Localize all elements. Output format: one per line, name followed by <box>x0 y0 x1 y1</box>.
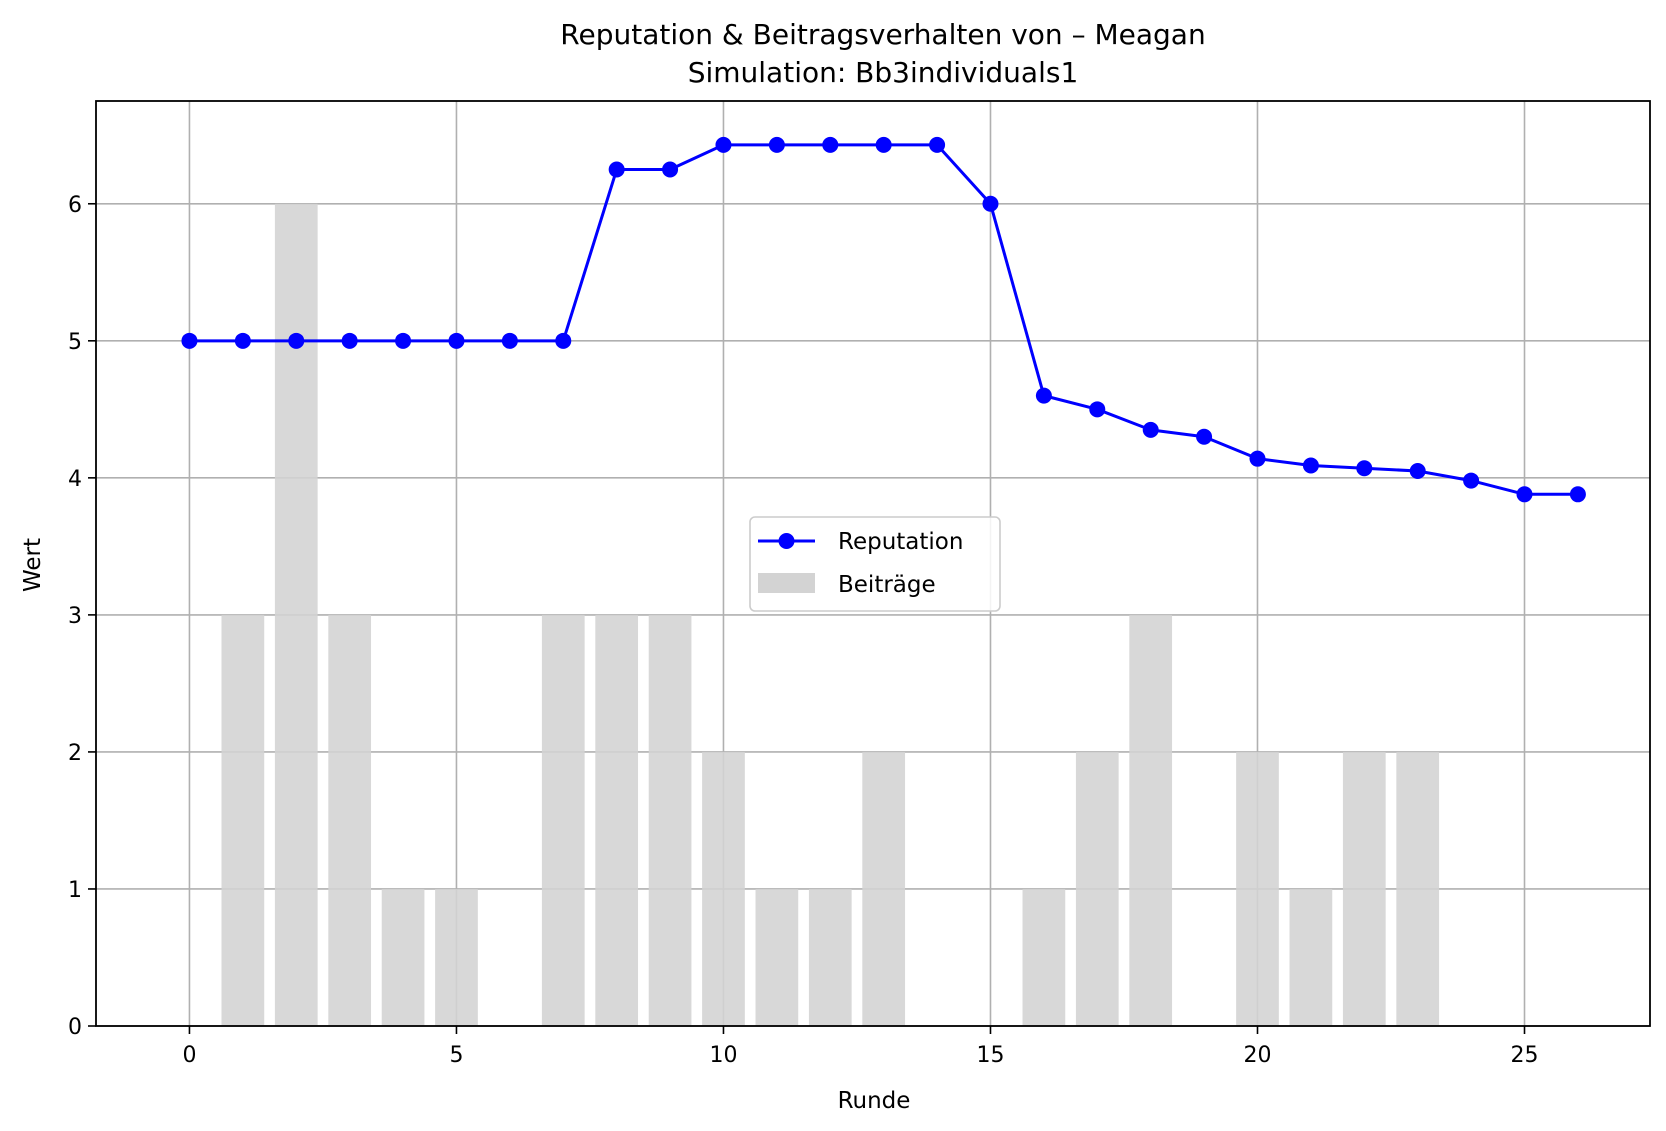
bar-beitraege-runde-23 <box>1396 751 1440 1026</box>
reputation-point-runde-5 <box>448 332 465 349</box>
bar-beitraege-runde-5 <box>435 888 478 1026</box>
reputation-point-runde-1 <box>234 332 251 349</box>
bar-beitraege-runde-17 <box>1075 751 1119 1026</box>
bar-beitraege-runde-2 <box>274 203 318 1026</box>
reputation-point-runde-6 <box>501 332 518 349</box>
bar-beitraege-runde-3 <box>328 614 372 1026</box>
reputation-point-runde-7 <box>555 332 572 349</box>
reputation-point-runde-13 <box>875 136 892 153</box>
y-tick-label: 5 <box>68 330 82 355</box>
bar-beitraege-runde-21 <box>1289 888 1333 1026</box>
reputation-point-runde-12 <box>822 136 839 153</box>
x-axis-label: Runde <box>838 1088 911 1114</box>
reputation-point-runde-16 <box>1035 387 1052 404</box>
plot-frame <box>95 100 1651 1027</box>
chart-title: Reputation & Beitragsverhalten von – Mea… <box>560 18 1205 51</box>
reputation-point-runde-25 <box>1516 486 1533 503</box>
legend-label-reputation: Reputation <box>838 529 963 555</box>
bar-beitraege-runde-10 <box>702 751 745 1026</box>
reputation-point-runde-19 <box>1196 428 1213 445</box>
y-tick-label: 6 <box>68 193 82 218</box>
reputation-point-runde-11 <box>768 136 785 153</box>
x-tick-label: 15 <box>976 1043 1004 1068</box>
bar-beitraege-runde-16 <box>1022 888 1066 1026</box>
line-series-reputation <box>181 136 1586 503</box>
bar-beitraege-runde-4 <box>381 888 425 1026</box>
reputation-point-runde-0 <box>181 332 198 349</box>
x-tick-label: 10 <box>709 1043 737 1068</box>
bar-beitraege-runde-7 <box>541 614 585 1026</box>
x-tick-label: 25 <box>1511 1043 1539 1068</box>
reputation-point-runde-18 <box>1142 421 1159 438</box>
reputation-point-runde-23 <box>1409 463 1426 479</box>
x-tick-label: 5 <box>449 1043 463 1068</box>
legend: Reputation Beiträge <box>749 516 1001 612</box>
y-tick-label: 0 <box>68 1015 82 1040</box>
y-axis-label: Wert <box>20 538 46 592</box>
legend-bar-swatch <box>758 573 815 593</box>
bar-beitraege-runde-13 <box>862 751 906 1026</box>
chart-subtitle: Simulation: Bb3individuals1 <box>688 56 1079 89</box>
reputation-point-runde-20 <box>1249 450 1266 467</box>
y-tick-label: 4 <box>68 467 82 492</box>
reputation-point-runde-14 <box>929 136 946 153</box>
reputation-line <box>189 143 1578 496</box>
reputation-point-runde-15 <box>982 195 999 212</box>
reputation-point-runde-4 <box>395 332 412 349</box>
reputation-point-runde-24 <box>1463 472 1480 489</box>
reputation-point-runde-2 <box>288 332 305 349</box>
reputation-point-runde-3 <box>341 332 358 349</box>
x-tick-label: 0 <box>182 1043 196 1068</box>
y-tick-label: 1 <box>68 878 82 903</box>
reputation-point-runde-9 <box>662 161 679 178</box>
bar-beitraege-runde-20 <box>1236 751 1279 1026</box>
legend-label-beitraege: Beiträge <box>838 572 936 598</box>
x-tick-label: 20 <box>1243 1043 1271 1068</box>
reputation-point-runde-21 <box>1302 457 1319 474</box>
bar-series-beitraege <box>221 203 1440 1026</box>
axis-ticks: 0 5 10 15 20 25 0 1 2 3 4 5 6 <box>68 193 1539 1068</box>
reputation-point-runde-26 <box>1569 486 1586 503</box>
reputation-point-runde-10 <box>715 136 732 153</box>
bar-beitraege-runde-8 <box>595 614 639 1026</box>
y-tick-label: 3 <box>68 604 82 629</box>
reputation-point-runde-17 <box>1089 401 1106 418</box>
legend-marker-swatch <box>778 533 795 549</box>
reputation-point-runde-22 <box>1356 460 1373 477</box>
bar-beitraege-runde-9 <box>648 614 692 1026</box>
bar-beitraege-runde-12 <box>808 888 852 1026</box>
bar-beitraege-runde-11 <box>755 888 799 1026</box>
reputation-point-runde-8 <box>608 161 625 178</box>
bar-beitraege-runde-1 <box>221 614 265 1026</box>
bar-beitraege-runde-22 <box>1342 751 1386 1026</box>
bar-beitraege-runde-18 <box>1129 614 1173 1026</box>
y-tick-label: 2 <box>68 741 82 766</box>
